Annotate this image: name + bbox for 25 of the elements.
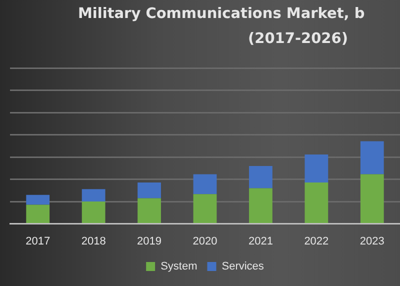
chart-subtitle: (2017-2026)	[247, 31, 349, 47]
bar	[249, 166, 272, 188]
bar	[304, 154, 328, 183]
bar	[304, 182, 328, 224]
legend-label: System	[160, 260, 198, 273]
bar	[249, 188, 272, 224]
bar	[26, 204, 50, 224]
bar	[193, 174, 217, 194]
bar	[26, 194, 50, 205]
x-tick-label: 2023	[360, 235, 384, 248]
chart-title: Military Communications Market, b	[78, 6, 365, 22]
x-tick-label: 2019	[137, 235, 162, 248]
legend-label: Services	[222, 260, 264, 273]
bar	[360, 174, 384, 224]
x-tick-label: 2020	[192, 235, 218, 248]
x-tick-label: 2017	[26, 235, 50, 248]
bar	[82, 202, 106, 224]
bar	[82, 189, 106, 202]
x-tick-label: 2022	[304, 235, 329, 248]
bar	[193, 194, 217, 224]
bar	[138, 198, 161, 224]
bar	[360, 141, 384, 174]
bar	[138, 182, 161, 198]
x-tick-label: 2018	[81, 235, 106, 248]
x-tick-label: 2021	[248, 235, 273, 248]
